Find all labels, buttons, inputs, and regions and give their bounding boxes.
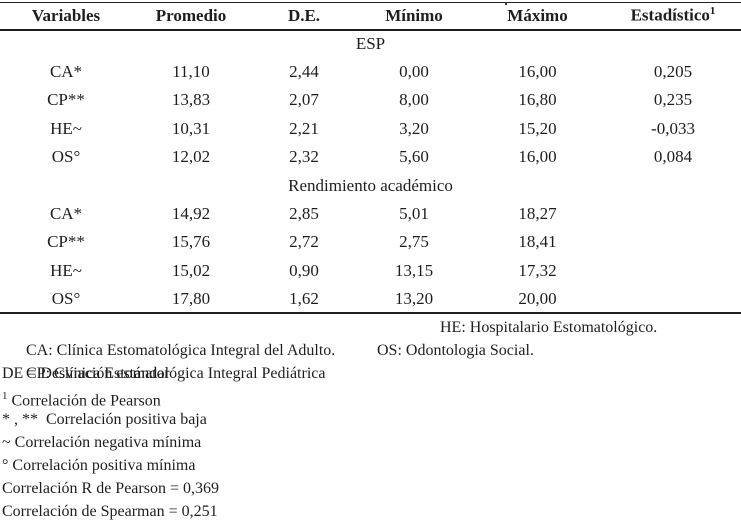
col-header-de: D.E. bbox=[287, 5, 321, 25]
de-cell: 0,90 bbox=[289, 260, 319, 280]
footnote-marker-1: 1 bbox=[2, 390, 8, 403]
de-cell: 2,32 bbox=[289, 147, 319, 167]
de-cell: 1,62 bbox=[289, 288, 319, 308]
variable-cell: OS° bbox=[51, 288, 81, 308]
estadistico-cell: -0,033 bbox=[651, 118, 695, 138]
maximo-cell: 18,41 bbox=[518, 232, 557, 252]
footnotes: CA: Clínica Estomatológica Integral del … bbox=[0, 316, 741, 523]
col-header-estadistico-label: Estadístico bbox=[630, 6, 710, 26]
footnote-ca-definition: CA: Clínica Estomatológica Integral del … bbox=[26, 342, 336, 360]
col-header-estadistico: Estadístico1 bbox=[605, 3, 741, 30]
footnote-he-definition: HE: Hospitalario Estomatológico. bbox=[440, 319, 658, 337]
table-row: CP** 13,83 2,07 8,00 16,80 0,235 bbox=[0, 86, 741, 114]
table-row: HE~ 10,31 2,21 3,20 15,20 -0,033 bbox=[0, 115, 741, 143]
statistics-table: Variables Promedio D.E. Mínimo Máximo Es… bbox=[0, 2, 741, 315]
table-row: CA* 14,92 2,85 5,01 18,27 bbox=[0, 200, 741, 228]
variable-cell: CA* bbox=[49, 62, 83, 82]
footnote-os-definition: OS: Odontologia Social. bbox=[377, 342, 534, 360]
footnote-abbrev-line1: CA: Clínica Estomatológica Integral del … bbox=[2, 316, 741, 359]
estadistico-cell bbox=[605, 285, 741, 313]
table-header: Variables Promedio D.E. Mínimo Máximo Es… bbox=[0, 3, 741, 30]
minimo-cell: 13,20 bbox=[394, 288, 434, 308]
variable-cell: CP** bbox=[47, 232, 85, 252]
table-row: OS° 12,02 2,32 5,60 16,00 0,084 bbox=[0, 143, 741, 171]
promedio-cell: 12,02 bbox=[171, 147, 211, 167]
maximo-cell: 16,00 bbox=[518, 147, 557, 167]
estadistico-cell: 0,235 bbox=[653, 90, 693, 110]
maximo-cell: 20,00 bbox=[518, 288, 557, 308]
footnote-abbrev-line2: CP: Clínica Estomatológica Integral Pedi… bbox=[2, 339, 741, 382]
footnote-pearson-r-value: Correlación R de Pearson = 0,369 bbox=[2, 480, 219, 498]
estadistico-cell: 0,084 bbox=[653, 147, 693, 167]
minimo-cell: 13,15 bbox=[394, 260, 434, 280]
table-row: HE~ 15,02 0,90 13,15 17,32 bbox=[0, 257, 741, 285]
footnote-spearman-value: Correlación de Spearman = 0,251 bbox=[2, 503, 218, 521]
estadistico-cell bbox=[605, 228, 741, 256]
table-row: OS° 17,80 1,62 13,20 20,00 bbox=[0, 285, 741, 313]
table-body: ESP CA* 11,10 2,44 0,00 16,00 0,205 CP**… bbox=[0, 30, 741, 314]
col-header-promedio: Promedio bbox=[155, 5, 227, 25]
minimo-cell: 0,00 bbox=[399, 62, 429, 82]
variable-cell: CA* bbox=[49, 204, 83, 224]
variable-cell: OS° bbox=[51, 147, 81, 167]
footnote-pearson-text: Correlación de Pearson bbox=[7, 392, 161, 410]
estadistico-cell bbox=[605, 257, 741, 285]
promedio-cell: 11,10 bbox=[172, 62, 210, 82]
estadistico-cell: 0,205 bbox=[653, 62, 693, 82]
footnote-pearson-note: 1 Correlación de Pearson bbox=[2, 385, 741, 410]
footnote-tilde-note: ~ Correlación negativa mínima bbox=[2, 434, 202, 452]
minimo-cell: 2,75 bbox=[399, 232, 429, 252]
promedio-cell: 15,02 bbox=[171, 260, 211, 280]
promedio-cell: 15,76 bbox=[171, 232, 211, 252]
maximo-cell: 16,00 bbox=[518, 62, 557, 82]
de-cell: 2,21 bbox=[289, 118, 319, 138]
de-cell: 2,44 bbox=[289, 62, 319, 82]
col-header-minimo: Mínimo bbox=[385, 5, 443, 25]
promedio-cell: 14,92 bbox=[171, 204, 211, 224]
maximo-cell: 18,27 bbox=[518, 204, 557, 224]
variable-cell: HE~ bbox=[50, 260, 82, 280]
footnote-cp-definition: CP: Clínica Estomatológica Integral Pedi… bbox=[26, 365, 326, 383]
maximo-cell: 17,32 bbox=[518, 260, 557, 280]
minimo-cell: 5,60 bbox=[399, 147, 429, 167]
promedio-cell: 10,31 bbox=[171, 118, 211, 138]
section-row-rendimiento: Rendimiento académico bbox=[0, 171, 741, 199]
minimo-cell: 5,01 bbox=[399, 204, 429, 224]
de-cell: 2,72 bbox=[289, 232, 319, 252]
variable-cell: CP** bbox=[47, 90, 85, 110]
estadistico-cell bbox=[605, 200, 741, 228]
section-label: ESP bbox=[355, 34, 386, 54]
col-header-variables: Variables bbox=[31, 5, 101, 25]
de-cell: 2,85 bbox=[289, 204, 319, 224]
footnote-reference-1: 1 bbox=[709, 5, 716, 18]
de-cell: 2,07 bbox=[289, 90, 319, 110]
maximo-cell: 16,80 bbox=[518, 90, 557, 110]
caption-remnant-artifact bbox=[505, 2, 507, 5]
variable-cell: HE~ bbox=[50, 118, 82, 138]
footnote-de-definition: DE = Desviación estándar bbox=[2, 365, 170, 383]
section-label: Rendimiento académico bbox=[288, 175, 453, 195]
section-row-esp: ESP bbox=[0, 30, 741, 58]
footnote-degree-note: ° Correlación positiva mínima bbox=[2, 457, 196, 475]
table-row: CA* 11,10 2,44 0,00 16,00 0,205 bbox=[0, 58, 741, 86]
promedio-cell: 17,80 bbox=[171, 288, 211, 308]
header-row: Variables Promedio D.E. Mínimo Máximo Es… bbox=[0, 3, 741, 30]
minimo-cell: 8,00 bbox=[399, 90, 429, 110]
minimo-cell: 3,20 bbox=[399, 118, 429, 138]
table-row: CP** 15,76 2,72 2,75 18,41 bbox=[0, 228, 741, 256]
col-header-maximo: Máximo bbox=[507, 5, 568, 25]
footnote-asterisk-note: * , ** Correlación positiva baja bbox=[2, 411, 207, 429]
promedio-cell: 13,83 bbox=[171, 90, 211, 110]
maximo-cell: 15,20 bbox=[518, 118, 557, 138]
